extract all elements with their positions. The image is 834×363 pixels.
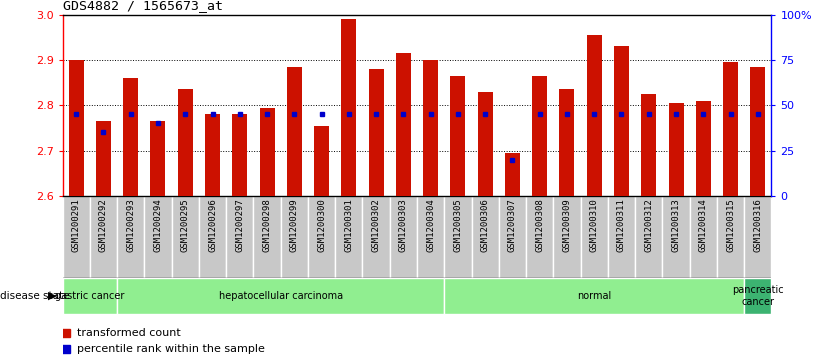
Bar [532, 76, 547, 196]
Text: GSM1200314: GSM1200314 [699, 199, 708, 252]
Text: disease state: disease state [0, 291, 69, 301]
Text: GDS4882 / 1565673_at: GDS4882 / 1565673_at [63, 0, 223, 12]
Text: GSM1200295: GSM1200295 [181, 199, 190, 252]
Bar [63, 278, 117, 314]
Text: normal: normal [577, 291, 611, 301]
Bar [96, 121, 111, 196]
Bar [662, 196, 690, 278]
Text: GSM1200298: GSM1200298 [263, 199, 272, 252]
Bar [63, 196, 90, 278]
Text: pancreatic
cancer: pancreatic cancer [732, 285, 784, 307]
Bar [68, 60, 83, 196]
Bar [717, 196, 744, 278]
Bar [690, 196, 717, 278]
Bar [608, 196, 636, 278]
Bar [117, 196, 144, 278]
Text: GSM1200303: GSM1200303 [399, 199, 408, 252]
Bar [259, 107, 274, 196]
Text: GSM1200311: GSM1200311 [617, 199, 626, 252]
Bar [287, 67, 302, 196]
Bar [341, 19, 356, 196]
Bar [614, 46, 629, 196]
Text: GSM1200301: GSM1200301 [344, 199, 354, 252]
Text: ▶: ▶ [48, 291, 57, 301]
Text: GSM1200304: GSM1200304 [426, 199, 435, 252]
Bar [450, 76, 465, 196]
Bar [445, 278, 744, 314]
Bar [478, 92, 493, 196]
Bar [744, 278, 771, 314]
Text: GSM1200315: GSM1200315 [726, 199, 735, 252]
Bar [369, 69, 384, 196]
Bar [445, 196, 471, 278]
Text: GSM1200297: GSM1200297 [235, 199, 244, 252]
Bar [669, 103, 684, 196]
Text: GSM1200306: GSM1200306 [480, 199, 490, 252]
Bar [499, 196, 526, 278]
Text: gastric cancer: gastric cancer [55, 291, 124, 301]
Bar [233, 114, 247, 196]
Bar [696, 101, 711, 196]
Text: percentile rank within the sample: percentile rank within the sample [77, 344, 264, 354]
Text: GSM1200299: GSM1200299 [289, 199, 299, 252]
Text: GSM1200291: GSM1200291 [72, 199, 81, 252]
Text: GSM1200302: GSM1200302 [372, 199, 380, 252]
Text: GSM1200293: GSM1200293 [126, 199, 135, 252]
Text: GSM1200316: GSM1200316 [753, 199, 762, 252]
Bar [254, 196, 281, 278]
Bar [314, 126, 329, 196]
Text: GSM1200296: GSM1200296 [208, 199, 217, 252]
Bar [471, 196, 499, 278]
Text: GSM1200292: GSM1200292 [99, 199, 108, 252]
Bar [198, 196, 226, 278]
Bar [396, 53, 411, 196]
Text: GSM1200294: GSM1200294 [153, 199, 163, 252]
Bar [526, 196, 553, 278]
Bar [144, 196, 172, 278]
Text: GSM1200307: GSM1200307 [508, 199, 517, 252]
Bar [417, 196, 445, 278]
Bar [205, 114, 220, 196]
Text: GSM1200305: GSM1200305 [454, 199, 462, 252]
Bar [150, 121, 165, 196]
Text: transformed count: transformed count [77, 329, 180, 338]
Text: GSM1200300: GSM1200300 [317, 199, 326, 252]
Text: GSM1200312: GSM1200312 [644, 199, 653, 252]
Bar [580, 196, 608, 278]
Bar [226, 196, 254, 278]
Bar [587, 35, 601, 196]
Text: GSM1200313: GSM1200313 [671, 199, 681, 252]
Bar [751, 67, 766, 196]
Bar [178, 89, 193, 196]
Bar [636, 196, 662, 278]
Bar [335, 196, 363, 278]
Text: GSM1200310: GSM1200310 [590, 199, 599, 252]
Bar [90, 196, 117, 278]
Text: hepatocellular carcinoma: hepatocellular carcinoma [219, 291, 343, 301]
Bar [723, 62, 738, 196]
Text: GSM1200309: GSM1200309 [562, 199, 571, 252]
Bar [123, 78, 138, 196]
Bar [423, 60, 438, 196]
Text: GSM1200308: GSM1200308 [535, 199, 545, 252]
Bar [172, 196, 198, 278]
Bar [117, 278, 445, 314]
Bar [553, 196, 580, 278]
Bar [389, 196, 417, 278]
Bar [363, 196, 389, 278]
Bar [505, 153, 520, 196]
Bar [281, 196, 308, 278]
Bar [308, 196, 335, 278]
Bar [560, 89, 575, 196]
Bar [744, 196, 771, 278]
Bar [641, 94, 656, 196]
